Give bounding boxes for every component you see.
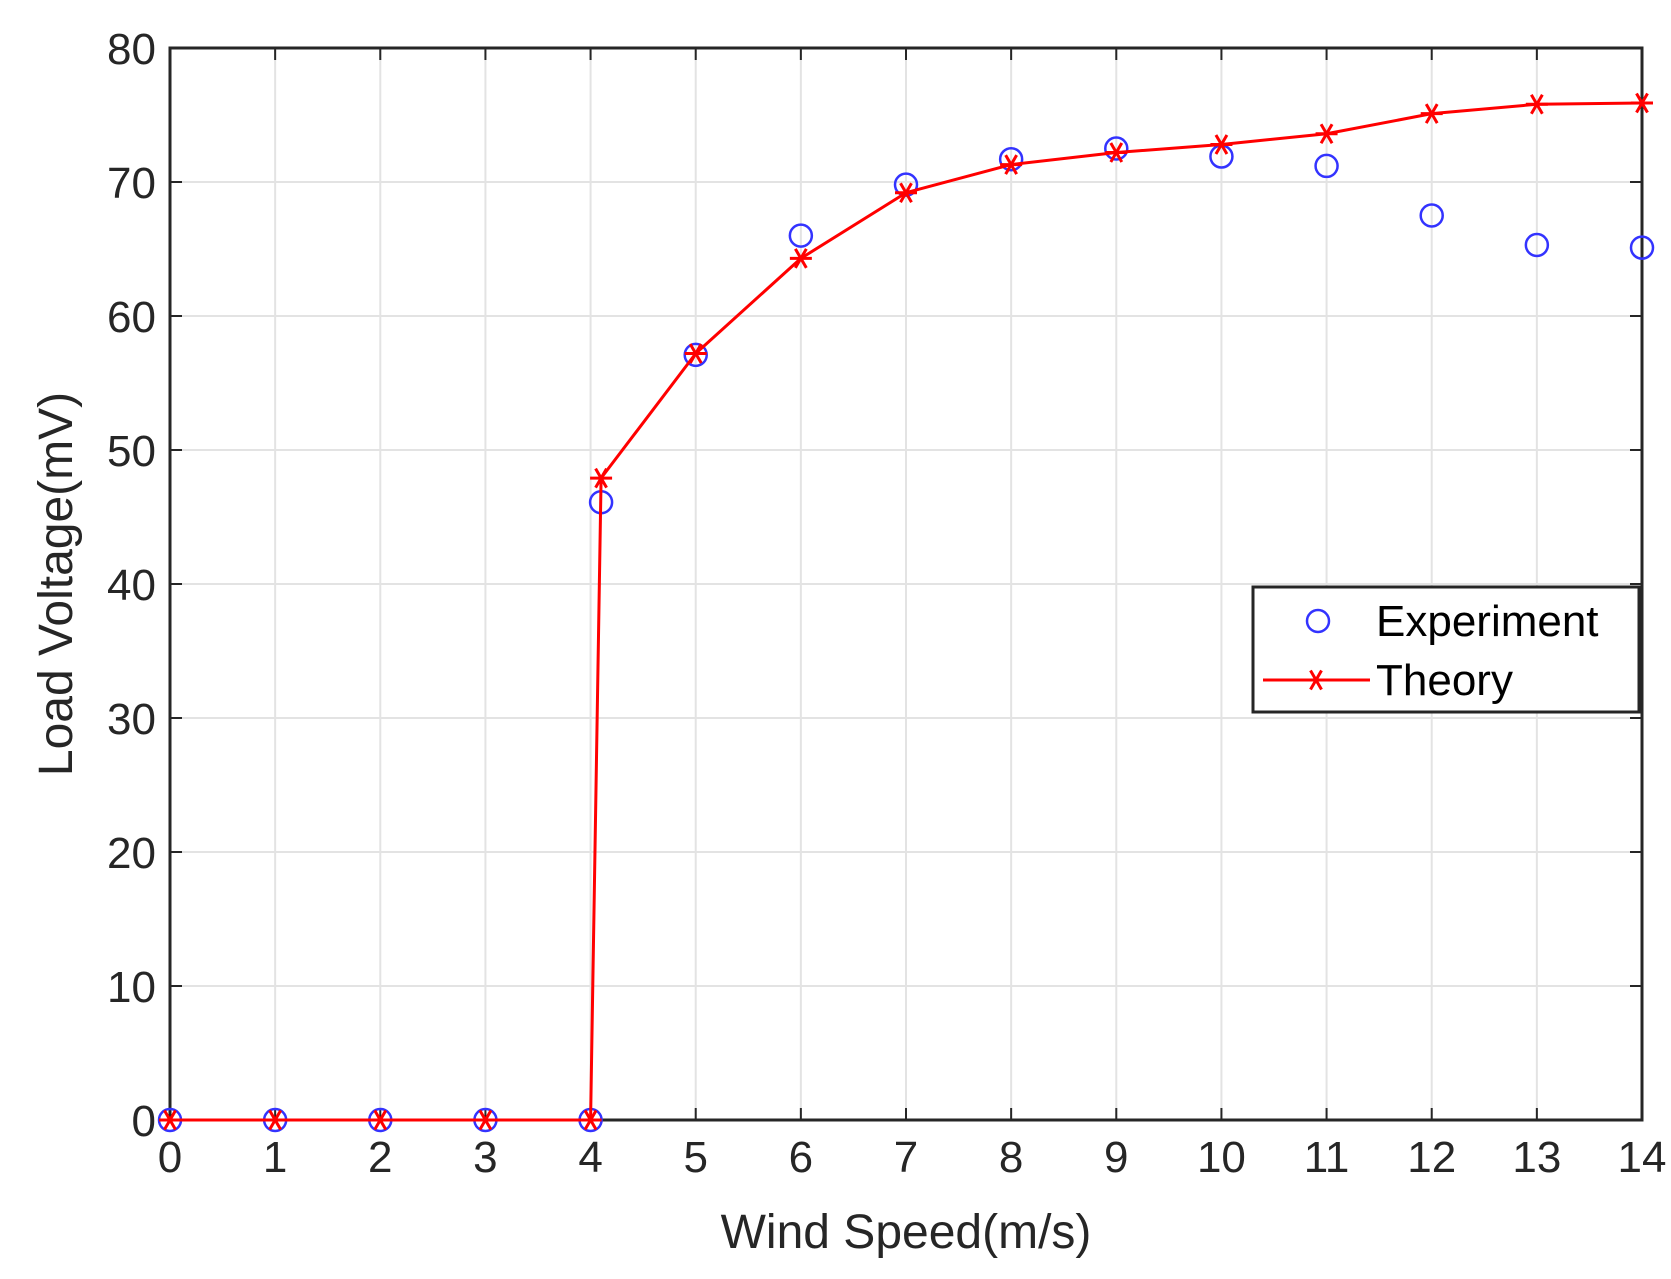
x-tick-labels: 0 1 2 3 4 5 6 7 8 9 10 11 12 13 14 bbox=[158, 1133, 1667, 1182]
x-tick-label: 13 bbox=[1512, 1133, 1561, 1182]
data-point-theory bbox=[1000, 154, 1023, 175]
data-point-experiment bbox=[1104, 136, 1129, 161]
data-point-theory bbox=[590, 467, 613, 489]
data-point-theory bbox=[579, 1109, 602, 1131]
y-axis-label: Load Voltage(mV) bbox=[30, 392, 83, 776]
data-point-experiment bbox=[1314, 153, 1339, 179]
data-point-experiment bbox=[998, 146, 1024, 172]
x-tick-label: 4 bbox=[578, 1133, 602, 1182]
y-tick-label: 30 bbox=[107, 695, 156, 744]
legend-marker-theory bbox=[1305, 669, 1327, 691]
data-point-experiment bbox=[1524, 232, 1550, 258]
series-layer bbox=[157, 92, 1655, 1133]
x-axis-label: Wind Speed(m/s) bbox=[721, 1206, 1092, 1259]
data-point-theory bbox=[1420, 103, 1443, 124]
y-tick-labels: 0 10 20 30 40 50 60 70 80 bbox=[107, 25, 156, 1146]
data-point-theory bbox=[684, 343, 707, 364]
series-theory bbox=[159, 92, 1653, 1131]
y-tick-label: 60 bbox=[107, 293, 156, 342]
y-tick-label: 40 bbox=[107, 561, 156, 610]
plot-frame bbox=[168, 46, 1644, 1122]
legend-marker-experiment bbox=[1305, 608, 1331, 634]
series-line-theory bbox=[170, 101, 1643, 1122]
x-tick-label: 10 bbox=[1197, 1133, 1246, 1182]
y-tick-label: 70 bbox=[107, 159, 156, 208]
data-point-theory bbox=[789, 248, 812, 269]
data-point-theory bbox=[895, 182, 917, 203]
legend-label-theory: Theory bbox=[1376, 656, 1513, 705]
data-point-theory bbox=[369, 1109, 392, 1131]
y-tick-label: 0 bbox=[132, 1097, 156, 1146]
x-tick-label: 11 bbox=[1304, 1133, 1350, 1182]
x-tick-label: 2 bbox=[368, 1133, 392, 1182]
x-tick-label: 9 bbox=[1104, 1133, 1128, 1182]
legend: Experiment Theory bbox=[1251, 585, 1641, 714]
data-point-experiment bbox=[1629, 235, 1655, 260]
data-point-theory bbox=[159, 1109, 181, 1131]
x-tick-label: 6 bbox=[789, 1133, 813, 1182]
x-tick-label: 8 bbox=[999, 1133, 1023, 1182]
x-tick-label: 7 bbox=[894, 1133, 918, 1182]
data-point-experiment bbox=[1419, 203, 1444, 228]
data-point-theory bbox=[474, 1109, 497, 1131]
y-tick-label: 50 bbox=[107, 427, 156, 476]
x-tick-label: 0 bbox=[158, 1133, 182, 1182]
data-point-theory bbox=[1525, 94, 1548, 115]
data-point-theory bbox=[1105, 142, 1128, 163]
legend-label-experiment: Experiment bbox=[1376, 597, 1599, 646]
y-tick-label: 10 bbox=[107, 963, 156, 1012]
x-tick-label: 5 bbox=[683, 1133, 707, 1182]
x-tick-label: 3 bbox=[473, 1133, 497, 1182]
y-tick-label: 20 bbox=[107, 829, 156, 878]
data-point-theory bbox=[1315, 123, 1338, 145]
data-point-theory bbox=[1210, 134, 1233, 155]
legend-box bbox=[1251, 585, 1641, 714]
x-tick-label: 1 bbox=[263, 1133, 287, 1182]
data-point-theory bbox=[264, 1109, 287, 1131]
data-point-theory bbox=[1631, 92, 1653, 114]
x-tick-label: 12 bbox=[1407, 1133, 1456, 1182]
data-point-experiment bbox=[788, 223, 814, 248]
y-tick-label: 80 bbox=[107, 25, 156, 74]
x-tick-label: 14 bbox=[1618, 1133, 1667, 1182]
